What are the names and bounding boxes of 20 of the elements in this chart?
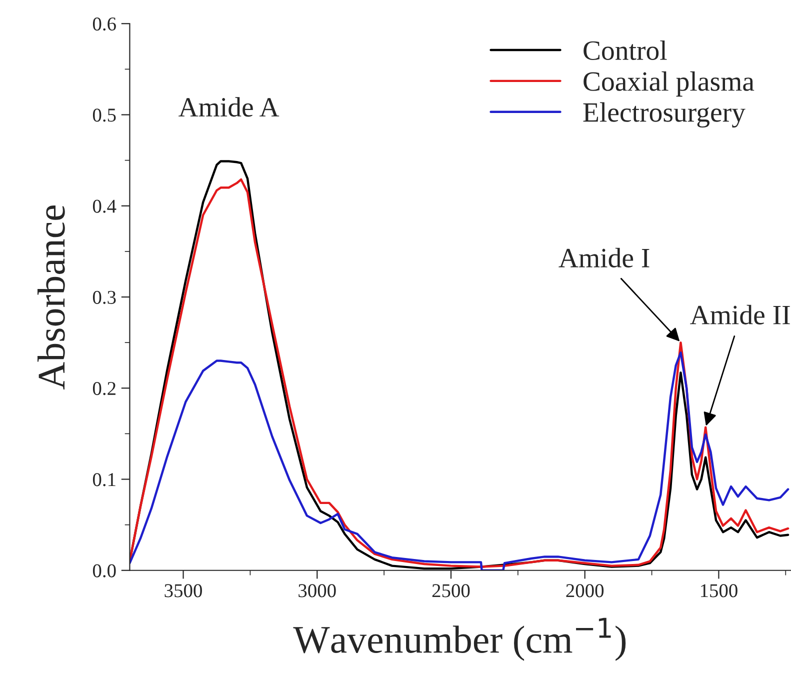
legend-label: Electrosurgery	[583, 102, 746, 128]
x-tick-label: 1500	[700, 584, 738, 598]
annotation: Amide II	[690, 304, 790, 324]
x-tick-label: 3500	[164, 584, 202, 598]
y-tick-label: 0.0	[92, 564, 116, 578]
y-tick-label: 0.4	[92, 200, 116, 213]
y-tick-label: 0.6	[92, 17, 116, 31]
y-tick-label: 0.5	[92, 108, 116, 122]
y-tick-label: 0.2	[92, 382, 116, 396]
x-tick-label: 3000	[298, 584, 336, 598]
x-axis-title: Wavenumber (cm$^{−1}$)	[293, 618, 626, 661]
y-tick-label: 0.1	[92, 473, 116, 486]
annotation: Amide I	[558, 248, 650, 268]
legend-label: Control	[584, 40, 667, 60]
legend-label: Coaxial plasma	[584, 71, 754, 97]
y-axis-title: Absorbance	[38, 205, 65, 390]
x-tick-label: 2500	[432, 584, 470, 598]
x-tick-label: 2000	[566, 584, 604, 598]
annotation: Amide A	[178, 97, 280, 117]
y-tick-label: 0.3	[92, 290, 116, 304]
